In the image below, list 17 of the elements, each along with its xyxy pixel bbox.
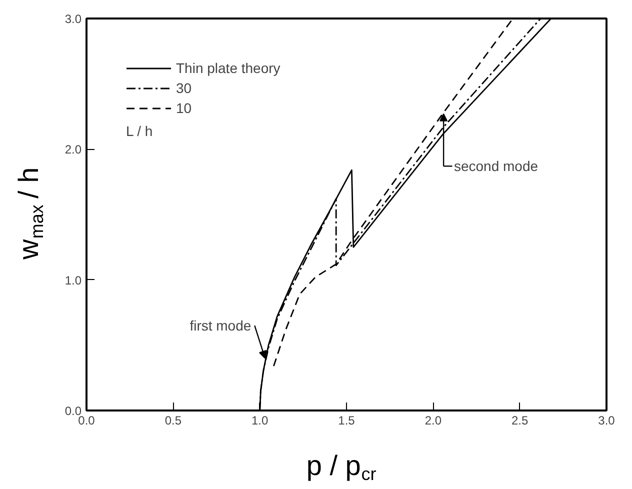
annotation: first mode — [190, 318, 252, 334]
x-tick-label: 2.0 — [424, 414, 442, 428]
x-tick-label: 0.0 — [78, 414, 96, 428]
x-tick-label: 3.0 — [598, 414, 616, 428]
y-tick-label: 2.0 — [64, 142, 82, 157]
annotation: second mode — [454, 158, 538, 174]
y-tick-label: 3.0 — [64, 12, 82, 26]
x-tick-label: 0.5 — [164, 414, 182, 428]
legend-title: L / h — [126, 123, 154, 139]
x-tick-label: 1.0 — [251, 414, 268, 428]
x-tick-label: 1.5 — [338, 414, 356, 428]
legend-label: Thin plate theory — [176, 60, 280, 76]
y-tick-label: 1.0 — [64, 273, 82, 288]
y-axis-title: wmax / h — [13, 167, 47, 261]
legend-label: 10 — [176, 100, 193, 116]
legend-label: 30 — [176, 80, 193, 96]
x-tick-label: 2.5 — [511, 414, 528, 428]
